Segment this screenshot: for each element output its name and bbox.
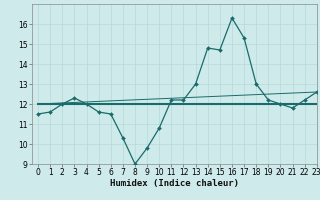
X-axis label: Humidex (Indice chaleur): Humidex (Indice chaleur) — [110, 179, 239, 188]
